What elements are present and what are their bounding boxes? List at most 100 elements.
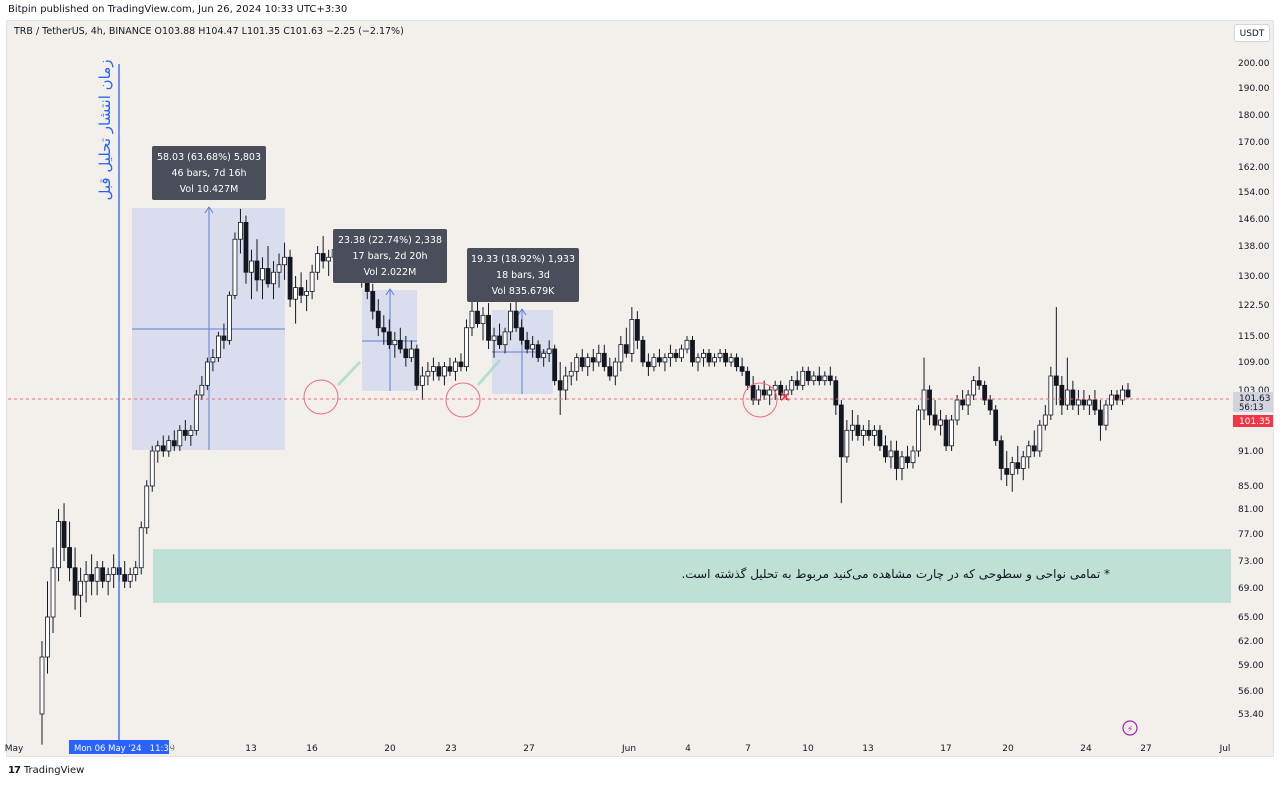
candle-body [645, 361, 651, 368]
candle-body [298, 287, 304, 296]
price-tick-label: 122.50 [1238, 301, 1270, 311]
candle [590, 349, 596, 372]
candle-body [1109, 394, 1114, 406]
candle [772, 380, 778, 400]
time-axis[interactable]: May 9 13 16 20 23 27 Jun 4 7 10 13 17 20 24 27 Jul [5, 744, 1231, 754]
price-tick-label: 103.00 [1238, 386, 1270, 396]
candle-body [833, 380, 839, 406]
price-tick-label: 109.00 [1238, 358, 1270, 368]
candle [827, 366, 833, 386]
candle [210, 349, 216, 372]
candle-body [905, 456, 910, 464]
candle [315, 246, 321, 280]
candle [431, 357, 436, 381]
candle-body [954, 399, 960, 421]
candle [1109, 390, 1114, 410]
candle-body [789, 380, 795, 391]
candle-body [585, 357, 591, 368]
candle-body [822, 375, 828, 382]
candle [419, 366, 425, 400]
candle [579, 349, 585, 372]
candle [629, 307, 635, 362]
candle-body [425, 370, 431, 377]
candle [557, 362, 563, 415]
candle-body [408, 348, 414, 359]
candle-body [1087, 399, 1092, 406]
bounce-arrow-1 [336, 360, 362, 387]
candle-body [1020, 456, 1026, 469]
candle [1004, 451, 1010, 486]
candle-body [1042, 414, 1048, 426]
candle-body [227, 294, 232, 341]
candle [623, 327, 629, 358]
candle [982, 380, 988, 405]
low-price-badge [1233, 415, 1273, 427]
candle [607, 357, 613, 381]
candle-body [56, 521, 61, 569]
price-tick-label: 180.00 [1238, 111, 1270, 121]
candle-body [243, 221, 249, 273]
publisher-header: Bitpin published on TradingView.com, Jun… [8, 4, 348, 15]
candle [464, 319, 469, 372]
candle-body [849, 424, 855, 431]
currency-button[interactable]: USDT [1234, 24, 1270, 42]
candle-body [684, 339, 690, 350]
candle-body [265, 268, 271, 285]
candle [938, 410, 943, 436]
candle [657, 349, 662, 367]
candle-body [480, 314, 486, 325]
candle-body [232, 238, 238, 296]
candle-body [138, 527, 144, 569]
footer-brand[interactable]: 17 TradingView [8, 765, 84, 776]
candle [182, 420, 188, 441]
candle-body [397, 339, 403, 350]
candle-body [728, 357, 734, 363]
candle-body [596, 352, 602, 363]
candle [954, 395, 960, 426]
candle [491, 327, 497, 358]
candle-body [100, 567, 106, 582]
candle [905, 445, 910, 469]
candle [89, 554, 95, 596]
candle-body [838, 404, 844, 458]
candle-body [800, 370, 806, 386]
candle [392, 331, 398, 358]
lightning-icon[interactable]: ⚡ [1127, 725, 1133, 735]
candle [227, 291, 232, 345]
candle [1059, 376, 1065, 415]
candle [100, 561, 106, 588]
price-tick-label: 138.00 [1238, 242, 1270, 252]
price-axis[interactable]: 200.00 190.00 180.00 170.00 162.00 154.00 146.… [1238, 59, 1270, 720]
candle [728, 353, 734, 367]
candle-body [524, 339, 530, 350]
candle-body [756, 389, 762, 401]
candle [960, 390, 966, 410]
candle-body [651, 357, 657, 368]
candle [232, 232, 238, 300]
candle-body [50, 567, 56, 618]
symbol-ohlc-line: TRB / TetherUS, 4h, BINANCE O103.88 H104… [14, 26, 404, 37]
candle [442, 362, 447, 386]
lightning-icon-ring[interactable] [1122, 720, 1138, 736]
candle-body [629, 319, 635, 354]
candle-body [668, 352, 673, 359]
candle [216, 331, 221, 362]
candle-body [943, 419, 949, 447]
candle-body [72, 567, 78, 596]
candle-body [67, 547, 72, 569]
candle-body [375, 310, 381, 329]
candle [282, 242, 287, 280]
candle-body [844, 429, 850, 458]
candle-body [171, 440, 177, 447]
candle-body [745, 370, 751, 386]
candle [67, 521, 72, 582]
candle [497, 323, 502, 349]
candle [199, 376, 205, 400]
candle [783, 385, 789, 400]
candle-body [574, 357, 580, 372]
candle-body [282, 256, 287, 266]
candle-body [1004, 468, 1010, 475]
candle-body [750, 384, 756, 401]
candle-body [679, 348, 684, 359]
